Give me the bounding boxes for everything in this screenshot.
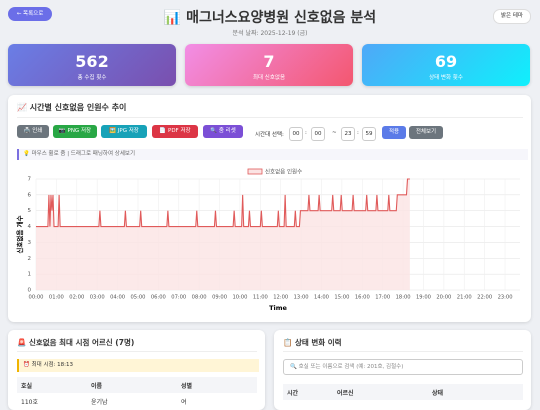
x-tick-label: 02:00 (69, 295, 84, 301)
apply-button[interactable]: 적용 (382, 126, 406, 139)
y-tick-label: 7 (28, 177, 32, 183)
panel-title: 📈 시간별 신호없음 인원수 추이 (17, 103, 127, 112)
page-title: 📊 매그너스요양병원 신호없음 분석 (163, 10, 377, 26)
header-cell: 호실 (21, 382, 33, 390)
divider (17, 351, 257, 352)
max-table: 호실 이름 성별 110호 윤기남 여 (17, 377, 257, 409)
divider (17, 117, 523, 118)
y-axis-label: 신호없음 개수 (15, 215, 24, 253)
stat-label: 총 수집 횟수 (77, 75, 107, 81)
cell: 여 (181, 398, 187, 406)
chart: 0 1 2 3 4 5 6 7 00:00 01:00 02:00 03:00 04:00 05:00 06… (15, 167, 520, 312)
x-tick-label: 16:00 (355, 295, 370, 301)
stat-label: 상태 변화 횟수 (429, 75, 463, 81)
x-tick-label: 14:00 (314, 295, 329, 301)
end-minute[interactable]: 59 (362, 127, 376, 141)
y-tick-label: 3 (28, 240, 32, 246)
panel-title: 📋 상태 변화 이력 (283, 338, 342, 347)
cell: 110호 (21, 398, 38, 406)
end-hour[interactable]: 23 (341, 127, 355, 141)
legend-swatch (247, 168, 263, 175)
cell: 윤기남 (91, 398, 108, 406)
print-button[interactable]: 🖨️ 인쇄 (17, 125, 49, 138)
colon: : (357, 130, 359, 136)
header-cell: 어르신 (337, 389, 354, 397)
x-tick-label: 19:00 (416, 295, 431, 301)
x-tick-label: 06:00 (151, 295, 166, 301)
legend-label: 신호없음 인원수 (265, 167, 302, 175)
x-tick-label: 08:00 (192, 295, 207, 301)
y-tick-label: 4 (28, 224, 32, 230)
y-tick-label: 6 (28, 192, 32, 198)
back-button[interactable]: ← 목록으로 (8, 7, 52, 21)
x-tick-label: 11:00 (253, 295, 268, 301)
panel-title: 🚨 신호없음 최대 시점 어르신 (7명) (17, 338, 135, 347)
time-range-label: 시간대 선택: (255, 132, 284, 138)
y-tick-label: 5 (28, 208, 32, 214)
pdf-button[interactable]: 📄 PDF 저장 (152, 125, 198, 138)
y-tick-label: 0 (28, 288, 32, 294)
history-table: 시간 어르신 상태 (283, 384, 523, 400)
zoom-reset-button[interactable]: 🔍 줌 리셋 (203, 125, 243, 138)
x-tick-label: 20:00 (436, 295, 451, 301)
x-tick-label: 00:00 (29, 295, 44, 301)
x-tick-label: 07:00 (171, 295, 186, 301)
x-tick-label: 10:00 (232, 295, 247, 301)
search-input[interactable]: 🔍 호실 또는 이름으로 검색 (예: 201호, 김철수) (283, 359, 523, 375)
x-tick-label: 18:00 (396, 295, 411, 301)
reset-button[interactable]: 전체보기 (409, 126, 443, 139)
stat-value: 562 (75, 52, 109, 71)
y-tick-label: 2 (28, 256, 32, 262)
stat-value: 7 (263, 52, 275, 71)
divider (283, 351, 523, 352)
header-cell: 이름 (91, 382, 103, 390)
header-cell: 시간 (287, 389, 299, 397)
x-tick-label: 23:00 (498, 295, 513, 301)
y-tick-label: 1 (28, 272, 32, 278)
png-button[interactable]: 📷 PNG 저장 (53, 125, 97, 138)
x-tick-label: 15:00 (334, 295, 349, 301)
x-tick-label: 05:00 (130, 295, 145, 301)
x-tick-label: 03:00 (90, 295, 105, 301)
history-panel (274, 330, 531, 410)
x-tick-label: 04:00 (110, 295, 125, 301)
stat-label: 최대 신호없음 (252, 75, 286, 81)
start-minute[interactable]: 00 (311, 127, 325, 141)
start-hour[interactable]: 00 (289, 127, 303, 141)
header-cell: 상태 (432, 389, 444, 397)
hint: 💡 마우스 휠로 줌 | 드래그로 패닝하여 상세보기 (17, 149, 528, 160)
x-tick-label: 17:00 (375, 295, 390, 301)
jpg-button[interactable]: 🖼️ JPG 저장 (101, 125, 147, 138)
x-axis-label: Time (269, 304, 287, 312)
stat-card: 7 최대 신호없음 (185, 44, 353, 86)
line (36, 178, 410, 228)
stat-card: 69 상태 변화 횟수 (362, 44, 530, 86)
theme-button[interactable]: 밝은 테마 (493, 9, 531, 24)
area (36, 179, 410, 290)
separator: ~ (332, 130, 337, 136)
x-tick-label: 21:00 (457, 295, 472, 301)
x-tick-label: 09:00 (212, 295, 227, 301)
x-tick-label: 12:00 (273, 295, 288, 301)
max-time: ⏰ 최대 시점: 18:13 (17, 359, 259, 372)
x-tick-label: 13:00 (294, 295, 309, 301)
stat-value: 69 (434, 52, 458, 71)
x-tick-label: 22:00 (477, 295, 492, 301)
stat-card: 562 총 수집 횟수 (8, 44, 176, 86)
header-cell: 성별 (181, 382, 193, 390)
x-tick-label: 01:00 (49, 295, 64, 301)
colon: : (305, 130, 307, 136)
subtitle: 분석 날짜: 2025-12-19 (금) (232, 30, 308, 37)
